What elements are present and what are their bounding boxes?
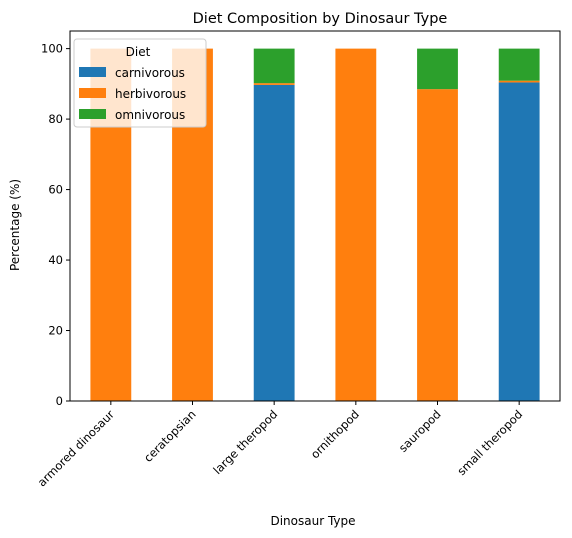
y-axis-label: Percentage (%) (8, 179, 22, 271)
bar-herbivorous-ornithopod (335, 48, 377, 401)
bar-herbivorous-sauropod (417, 89, 458, 402)
bar-omnivorous-sauropod (417, 48, 458, 90)
legend-swatch-herbivorous (79, 88, 106, 98)
y-tick-label: 60 (48, 183, 63, 197)
legend-swatch-carnivorous (79, 67, 106, 77)
y-tick-label: 80 (48, 112, 63, 126)
bar-omnivorous-large-theropod (253, 48, 295, 84)
bar-herbivorous-large-theropod (253, 83, 295, 85)
x-tick-label: small theropod (454, 407, 525, 478)
legend-swatch-omnivorous (79, 109, 106, 119)
bar-omnivorous-small-theropod (498, 48, 540, 81)
y-tick-label: 100 (41, 42, 63, 56)
legend-title: Diet (126, 45, 151, 59)
x-tick-label: sauropod (396, 407, 444, 455)
y-tick-label: 40 (48, 253, 63, 267)
bar-carnivorous-large-theropod (253, 84, 295, 402)
x-axis-label: Dinosaur Type (270, 514, 355, 528)
legend-entry-omnivorous: omnivorous (115, 108, 185, 122)
bar-carnivorous-small-theropod (498, 82, 540, 401)
x-tick-label: ceratopsian (141, 407, 199, 465)
plot-frame (69, 30, 561, 402)
x-tick-label: large theropod (210, 407, 280, 477)
y-tick-label: 20 (48, 324, 63, 338)
bar-herbivorous-small-theropod (498, 80, 540, 83)
chart-title: Diet Composition by Dinosaur Type (193, 11, 448, 27)
legend-entry-herbivorous: herbivorous (115, 87, 186, 101)
legend-entry-carnivorous: carnivorous (115, 66, 185, 80)
x-tick-label: armored dinosaur (35, 407, 117, 489)
legend-box (73, 38, 207, 128)
y-tick-label: 0 (56, 394, 63, 408)
legend: Diet carnivorous herbivorous omnivorous (73, 38, 207, 128)
x-tick-label: ornithopod (308, 407, 362, 461)
